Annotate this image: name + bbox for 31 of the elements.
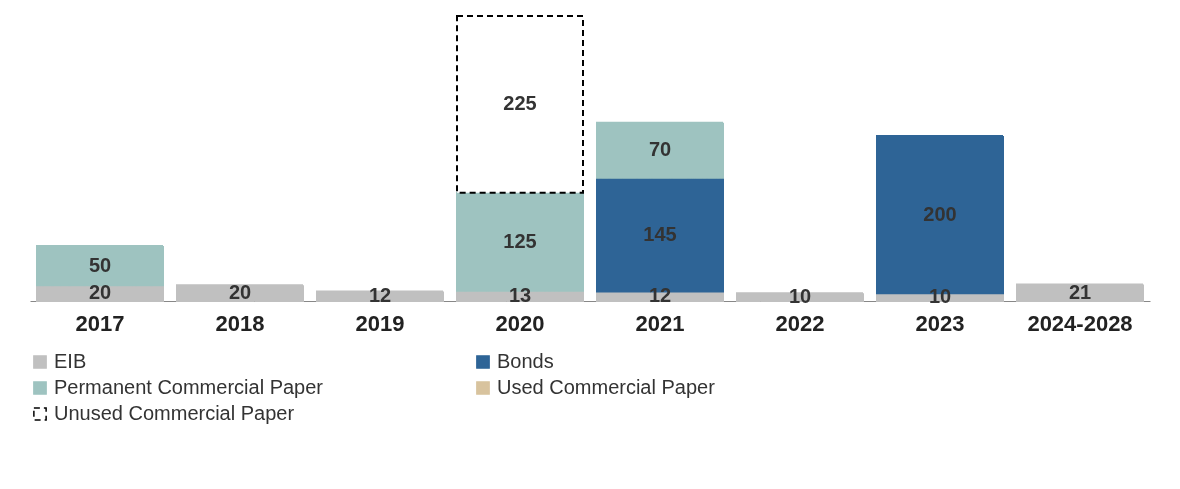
x-tick-label: 2019: [355, 310, 405, 336]
bar: [316, 290, 444, 302]
x-tick-label: 2021: [635, 310, 685, 336]
x-tick-label: 2020: [495, 310, 545, 336]
data-label: 20: [88, 281, 112, 304]
data-label: 50: [88, 253, 112, 276]
x-tick-label: 2018: [215, 310, 265, 336]
legend-label: EIB: [54, 350, 87, 372]
data-label: 20: [228, 281, 252, 304]
legend-label: Unused Commercial Paper: [54, 402, 295, 424]
legend-label: Used Commercial Paper: [497, 376, 716, 398]
data-label: 125: [503, 229, 537, 252]
legend-label: Permanent Commercial Paper: [54, 376, 324, 398]
bar: [456, 15, 584, 194]
data-label: 145: [643, 222, 677, 245]
data-label: 21: [1068, 280, 1092, 303]
bar: [596, 121, 724, 179]
bar: [36, 245, 164, 287]
bar: [1016, 283, 1144, 302]
x-tick-label: 2023: [915, 310, 965, 336]
legend-label: Bonds: [497, 350, 554, 372]
data-label: 13: [508, 283, 532, 306]
data-label: 10: [788, 285, 812, 308]
x-tick-label: 2022: [775, 310, 825, 336]
x-tick-label: 2017: [75, 310, 125, 336]
data-label: 225: [503, 92, 537, 115]
x-tick-label: 2024-2028: [1027, 310, 1133, 336]
data-label: 70: [648, 138, 672, 161]
data-label: 12: [368, 284, 392, 307]
data-label: 200: [923, 202, 957, 225]
bar: [176, 284, 304, 302]
